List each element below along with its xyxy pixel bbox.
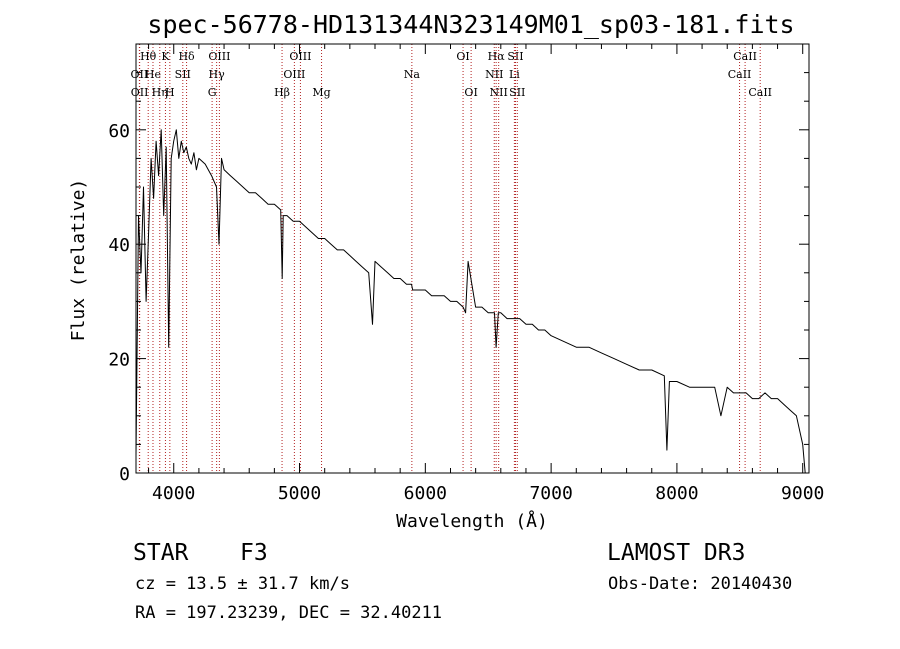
- x-tick-label: 4000: [152, 483, 195, 504]
- x-tick-label: 7000: [529, 483, 572, 504]
- line-marker-label: Hγ: [209, 68, 226, 81]
- line-marker-label: Hδ: [178, 50, 195, 63]
- y-tick-label: 60: [108, 121, 130, 142]
- line-marker-label: Li: [509, 68, 520, 81]
- y-axis-label: Flux (relative): [68, 179, 89, 342]
- line-marker-label: SII: [507, 50, 523, 63]
- x-axis-label: Wavelength (Å): [396, 510, 548, 532]
- line-marker-label: SII: [509, 86, 525, 99]
- line-marker-label: Mg: [312, 86, 330, 99]
- chart-title: spec-56778-HD131344N323149M01_sp03-181.f…: [147, 10, 794, 39]
- line-marker-label: OII: [131, 86, 149, 99]
- line-marker-label: Hθ: [140, 50, 157, 63]
- line-marker-label: Hα: [488, 50, 506, 63]
- line-marker-label: Na: [404, 68, 421, 81]
- line-marker-label: OI: [456, 50, 469, 63]
- x-tick-label: 8000: [655, 483, 698, 504]
- line-marker-label: He: [145, 68, 161, 81]
- line-marker-label: NII: [490, 86, 508, 99]
- line-marker-label: Hη: [152, 86, 168, 99]
- line-marker-label: H: [165, 86, 175, 99]
- x-axis: 4000 5000 6000 7000 8000 9000: [148, 44, 824, 504]
- line-marker-label: OI: [464, 86, 477, 99]
- series-line-flux: [135, 129, 806, 474]
- x-tick-label: 6000: [404, 483, 447, 504]
- line-marker-label: CaII: [733, 50, 757, 63]
- line-marker-label: CaII: [728, 68, 752, 81]
- y-tick-label: 40: [108, 235, 130, 256]
- x-tick-label: 5000: [278, 483, 321, 504]
- y-axis: 0 20 40 60: [108, 72, 809, 485]
- line-marker-label: K: [161, 50, 170, 63]
- ra-dec-coordinates: RA = 197.23239, DEC = 32.40211: [135, 603, 443, 623]
- line-marker-label: SII: [175, 68, 191, 81]
- spectrum-chart: spec-56778-HD131344N323149M01_sp03-181.f…: [68, 10, 824, 532]
- observation-date: Obs-Date: 20140430: [608, 574, 793, 594]
- redshift-cz: cz = 13.5 ± 31.7 km/s: [135, 574, 350, 594]
- plot-frame: [135, 43, 810, 474]
- y-tick-label: 20: [108, 350, 130, 371]
- y-tick-label: 0: [119, 464, 130, 485]
- x-tick-label: 9000: [781, 483, 824, 504]
- line-marker-label: OIII: [289, 50, 311, 63]
- line-marker-label: Hβ: [274, 86, 290, 99]
- object-type: STAR: [133, 540, 189, 566]
- spectrum-series: [135, 129, 806, 474]
- line-marker-label: OIII: [283, 68, 305, 81]
- line-marker-label: NII: [485, 68, 503, 81]
- line-marker-label: OIII: [208, 50, 230, 63]
- survey-name: LAMOST DR3: [607, 540, 746, 566]
- object-class: F3: [240, 540, 268, 566]
- line-marker-label: G: [208, 86, 217, 99]
- line-marker-label: CaII: [748, 86, 772, 99]
